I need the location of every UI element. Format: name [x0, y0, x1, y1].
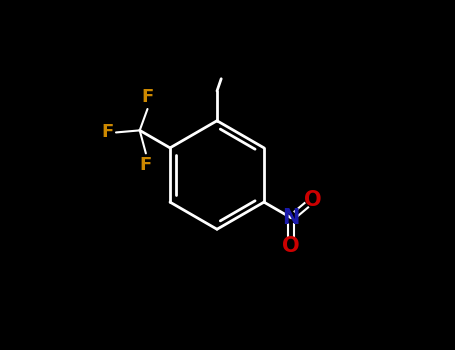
- Text: O: O: [304, 190, 322, 210]
- Text: N: N: [283, 208, 300, 228]
- Text: F: F: [140, 156, 152, 174]
- Text: F: F: [142, 88, 154, 106]
- Text: F: F: [101, 124, 113, 141]
- Text: O: O: [283, 236, 300, 256]
